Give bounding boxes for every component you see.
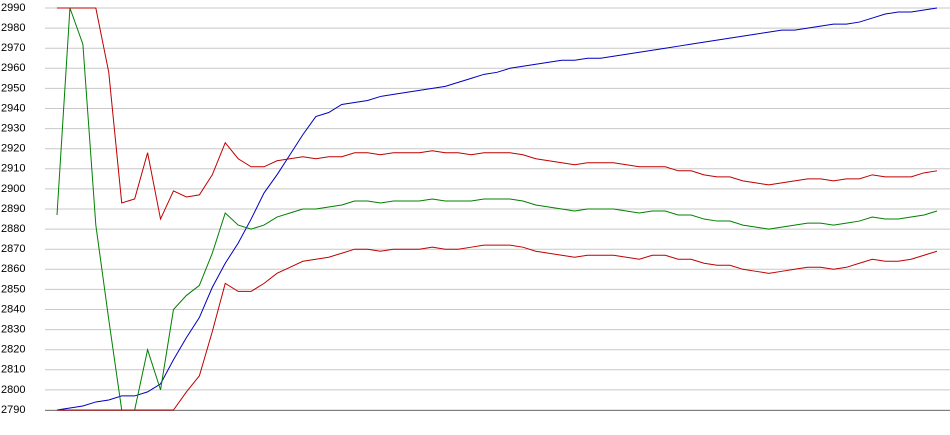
y-tick-label: 2970 <box>1 42 25 54</box>
y-tick-label: 2980 <box>1 22 25 34</box>
y-tick-label: 2810 <box>1 364 25 376</box>
y-tick-label: 2870 <box>1 243 25 255</box>
y-tick-label: 2940 <box>1 102 25 114</box>
y-tick-label: 2840 <box>1 303 25 315</box>
y-tick-label: 2890 <box>1 203 25 215</box>
y-tick-label: 2920 <box>1 143 25 155</box>
series-line <box>57 7 938 221</box>
series-line <box>57 244 938 411</box>
y-tick-label: 2850 <box>1 283 25 295</box>
y-tick-label: 2960 <box>1 62 25 74</box>
y-tick-label: 2860 <box>1 263 25 275</box>
y-tick-label: 2830 <box>1 324 25 336</box>
y-tick-label: 2950 <box>1 82 25 94</box>
y-tick-label: 2800 <box>1 384 25 396</box>
y-tick-label: 2900 <box>1 183 25 195</box>
y-tick-label: 2820 <box>1 344 25 356</box>
y-tick-label: 2880 <box>1 223 25 235</box>
series-line <box>56 7 938 411</box>
series-line <box>56 7 938 411</box>
y-tick-label: 2790 <box>1 404 25 416</box>
y-tick-label: 2990 <box>1 2 25 14</box>
y-tick-label: 2910 <box>1 163 25 175</box>
y-tick-label: 2930 <box>1 123 25 135</box>
